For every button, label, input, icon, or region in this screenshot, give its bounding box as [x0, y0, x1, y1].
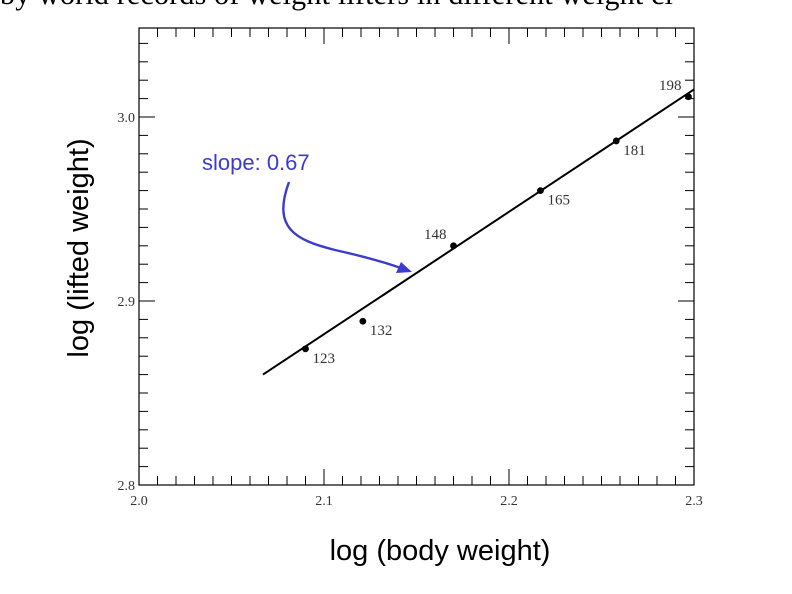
data-point	[537, 187, 544, 195]
fit-line	[262, 88, 695, 376]
y-axis-title: log (lifted weight)	[63, 138, 95, 357]
data-point	[302, 345, 309, 353]
data-point	[359, 317, 367, 325]
annotation-arrow	[282, 181, 407, 272]
x-tick-label: 2.2	[500, 494, 518, 509]
y-tick-label: 2.9	[118, 295, 136, 310]
point-label: 198	[659, 78, 682, 94]
x-tick-label: 2.0	[130, 494, 148, 509]
point-label: 181	[623, 143, 646, 159]
y-tick-label: 3.0	[118, 111, 136, 126]
y-tick-label: 2.8	[118, 479, 136, 494]
data-point	[612, 137, 620, 145]
x-tick-label: 2.3	[685, 494, 703, 509]
header-text: by world records of weight lifters in di…	[0, 0, 792, 12]
x-axis-title: log (body weight)	[330, 535, 551, 567]
data-point	[685, 93, 692, 101]
slope-annotation: slope: 0.67	[202, 150, 310, 175]
point-label: 165	[547, 193, 570, 209]
point-label: 132	[370, 323, 393, 339]
data-point	[450, 242, 457, 250]
annotation-arrowhead	[396, 262, 412, 273]
point-label: 148	[424, 227, 447, 243]
plot-frame	[138, 27, 695, 486]
point-label: 123	[313, 351, 336, 367]
x-tick-label: 2.1	[315, 494, 333, 509]
